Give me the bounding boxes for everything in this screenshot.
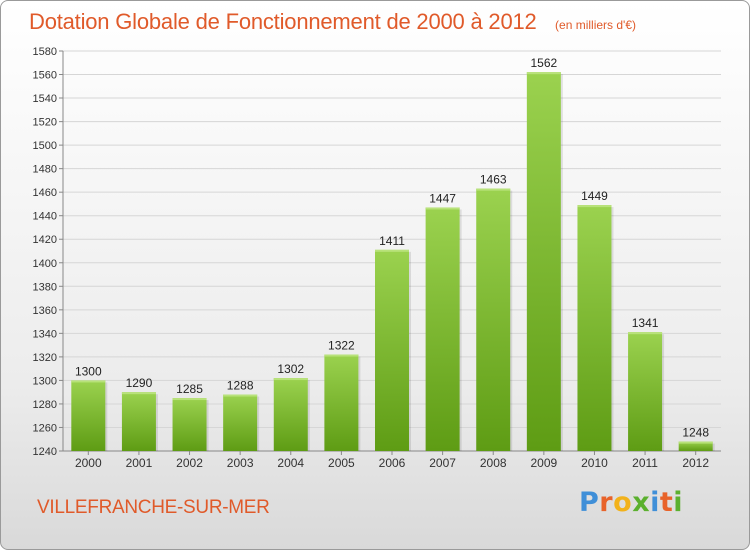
x-tick-label-2000: 2000 [75,456,102,470]
bar-2000 [71,380,106,451]
data-label-2012: 1248 [682,426,709,440]
data-label-2007: 1447 [429,191,456,205]
x-tick-label-2009: 2009 [530,456,557,470]
chart-title: Dotation Globale de Fonctionnement de 20… [29,9,537,34]
y-tick-label: 1300 [33,375,57,387]
y-tick-label: 1440 [33,211,57,223]
data-label-2000: 1300 [75,364,102,378]
y-tick-label: 1560 [33,70,57,82]
data-label-2008: 1463 [480,173,507,187]
bar-highlight [121,392,156,395]
bar-highlight [324,354,359,357]
bar-2005 [324,354,359,451]
bar-highlight [375,249,409,252]
bar-highlight [71,380,106,383]
x-tick-label-2003: 2003 [227,456,254,470]
data-label-2004: 1302 [277,362,304,376]
data-labels: 1300 1290 1285 1288 1302 1322 1411 1447 1463 1562… [75,56,709,439]
axes: 1240 1260 1280 1300 1320 1340 1360 1380 1400 1420… [33,46,721,470]
bar-2008 [476,188,511,451]
x-tick-label-2001: 2001 [126,456,153,470]
x-tick-label-2006: 2006 [379,456,406,470]
bar-2004 [273,378,308,451]
bar-highlight [628,332,663,335]
y-tick-label: 1480 [33,164,57,176]
y-tick-label: 1260 [33,422,57,434]
y-tick-label: 1540 [33,93,57,105]
y-tick-label: 1240 [33,446,57,458]
data-label-2011: 1341 [632,316,659,330]
y-tick-label: 1420 [33,234,57,246]
commune-name: VILLEFRANCHE-SUR-MER [37,497,270,518]
proxiti-logo: Proxiti [579,487,684,518]
bar-highlight [273,378,308,381]
data-label-2009: 1562 [530,56,557,70]
bar-2007 [425,207,460,451]
y-tick-label: 1460 [33,187,57,199]
y-tick-label: 1360 [33,305,57,317]
y-tick-label: 1520 [33,117,57,129]
bar-highlight [577,205,612,208]
x-tick-label-2004: 2004 [277,456,304,470]
bar-2001 [121,392,156,451]
y-tick-label: 1340 [33,328,57,340]
y-tick-label: 1380 [33,281,57,293]
data-label-2003: 1288 [227,379,254,393]
chart-subtitle: (en milliers d'€) [555,18,637,32]
bar-2010 [577,205,612,451]
y-tick-label: 1400 [33,258,57,270]
y-tick-label: 1280 [33,399,57,411]
data-label-2010: 1449 [581,189,608,203]
x-tick-label-2012: 2012 [682,456,709,470]
bar-2012 [678,441,713,451]
x-tick-label-2002: 2002 [176,456,203,470]
y-tick-label: 1500 [33,140,57,152]
bar-2011 [628,332,663,451]
x-tick-label-2005: 2005 [328,456,355,470]
bar-highlight [425,207,460,210]
data-label-2005: 1322 [328,339,355,353]
bar-highlight [223,394,258,397]
y-tick-label: 1320 [33,352,57,364]
bar-2002 [172,398,207,451]
bar-highlight [678,441,713,444]
bar-2009 [526,72,561,452]
x-tick-label-2008: 2008 [480,456,507,470]
bars [71,72,715,452]
bar-2006 [375,249,409,451]
x-tick-label-2010: 2010 [581,456,608,470]
data-label-2006: 1411 [379,234,405,248]
data-label-2001: 1290 [126,376,153,390]
y-tick-label: 1580 [33,46,57,58]
bar-highlight [172,398,207,401]
bar-highlight [526,72,561,75]
chart-header: Dotation Globale de Fonctionnement de 20… [29,9,636,35]
x-tick-label-2011: 2011 [632,456,658,470]
bar-highlight [476,188,511,191]
bar-2003 [223,394,258,451]
data-label-2002: 1285 [176,382,203,396]
x-tick-label-2007: 2007 [429,456,456,470]
